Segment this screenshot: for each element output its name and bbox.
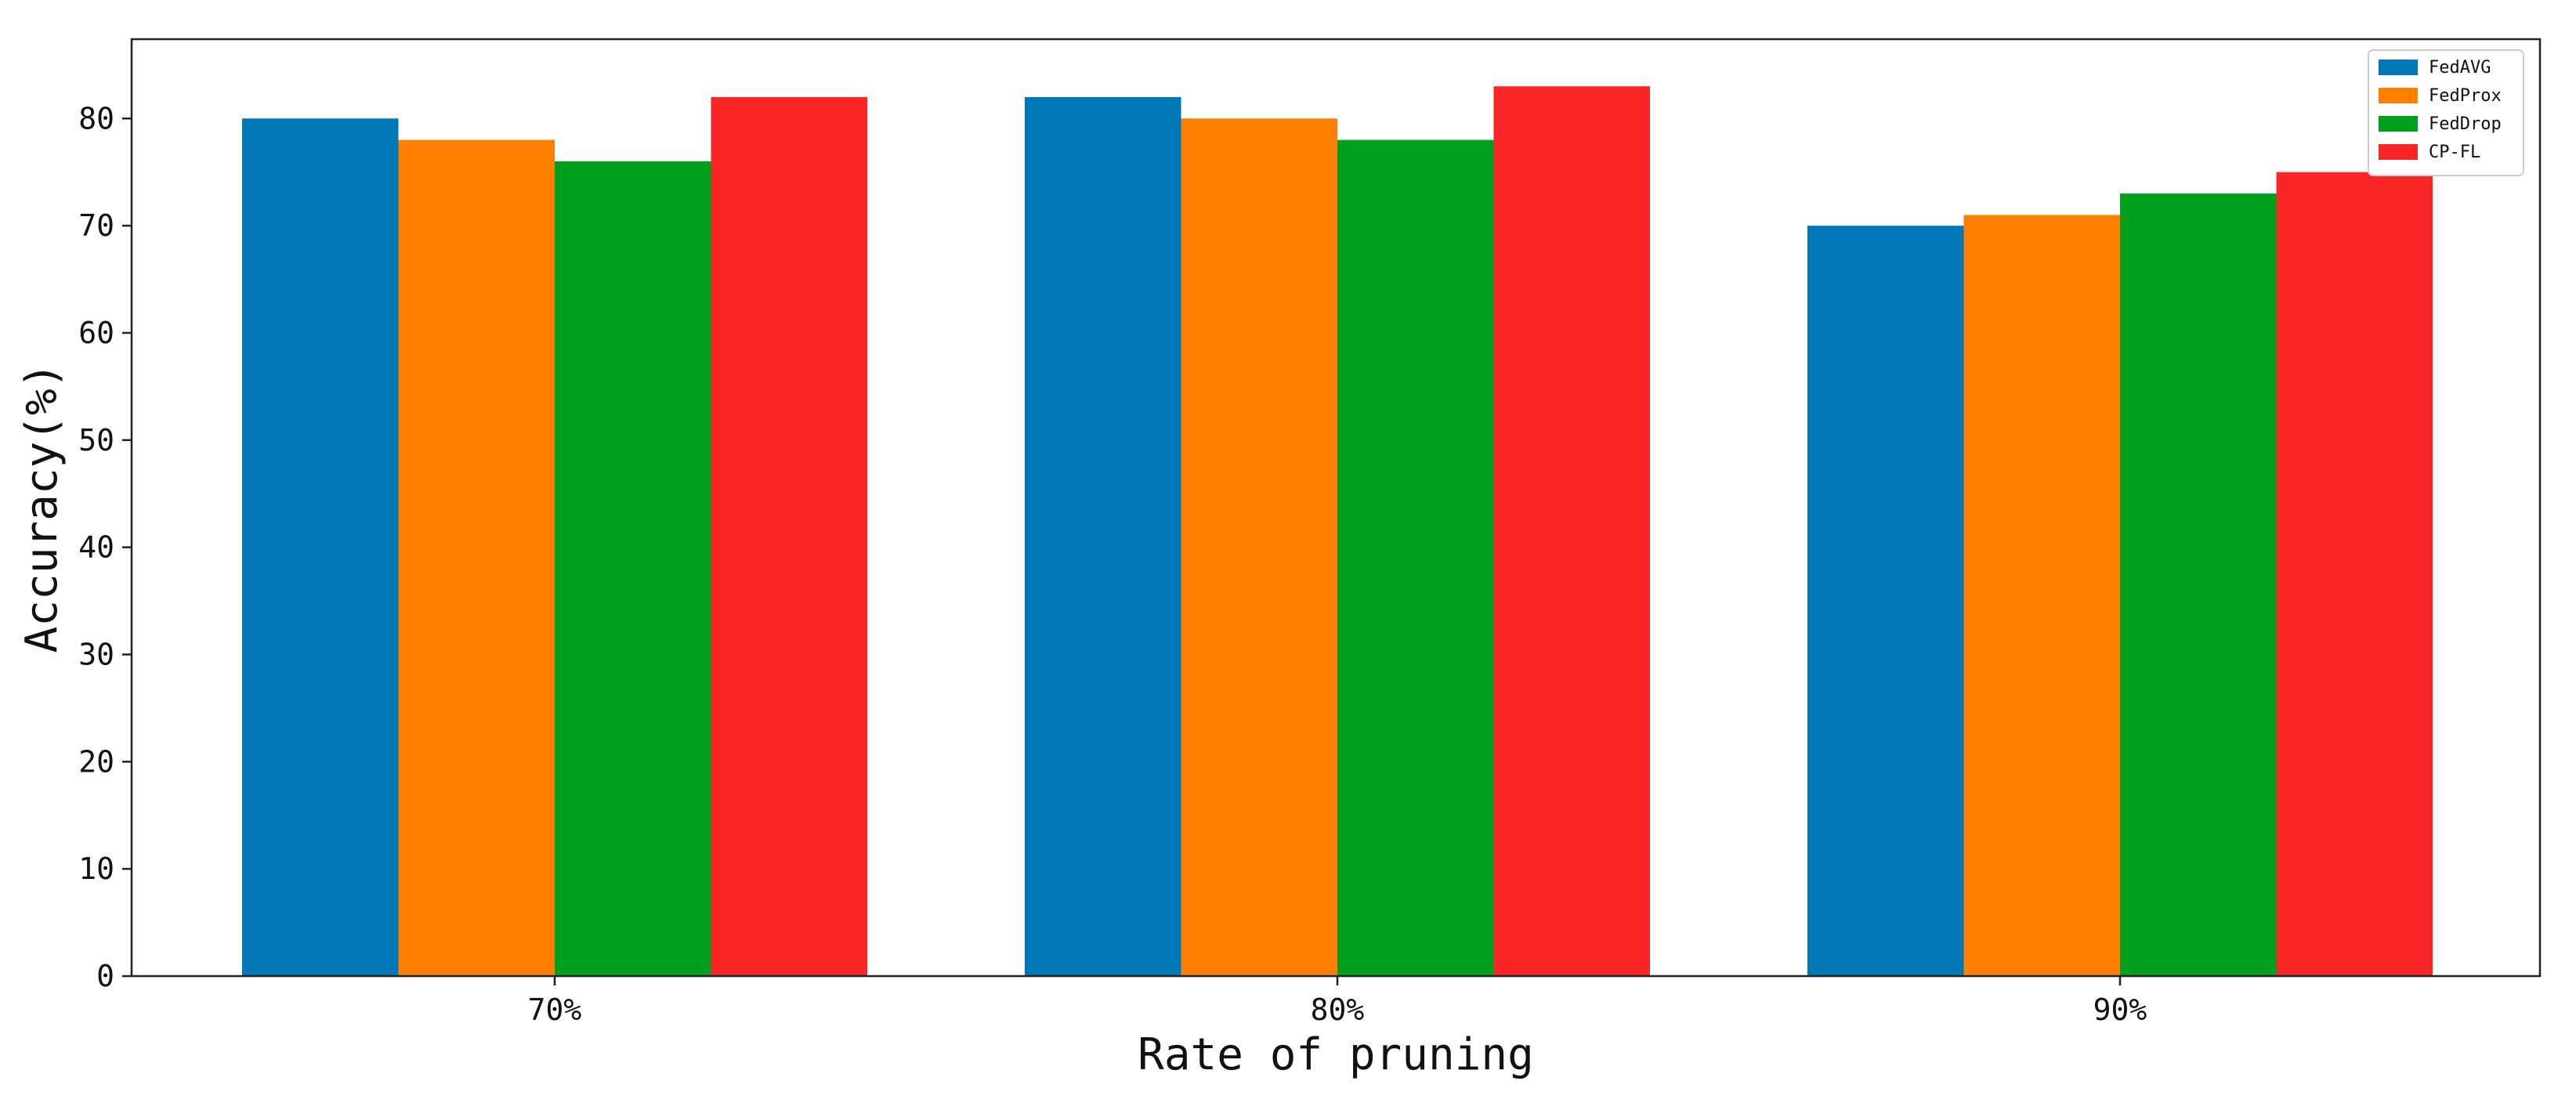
x-axis: 70% 80% 90% [528,976,2147,1027]
x-axis-title: Rate of pruning [1138,1029,1534,1080]
y-tick-label: 0 [96,959,114,993]
bar-fedavg-0 [242,118,399,976]
legend-swatch [2379,88,2418,103]
plot-frame [130,38,2542,978]
bar-feddrop-0 [555,161,711,976]
bar-fedavg-2 [1807,226,1964,976]
bar-cp-fl-2 [2276,172,2433,977]
x-tick-label: 90% [2093,993,2147,1027]
y-tick-label: 10 [78,852,114,886]
legend: FedAVG FedProx FedDrop CP-FL [2368,49,2524,176]
y-axis: 0 10 20 30 40 50 60 70 80 [78,101,132,993]
y-tick-label: 70 [78,208,114,243]
bar-cp-fl-0 [711,96,867,976]
bar-feddrop-1 [1337,139,1494,976]
x-tick-label: 70% [528,993,582,1027]
legend-swatch [2379,60,2418,75]
x-tick-label: 80% [1311,993,1365,1027]
y-tick-label: 50 [78,423,114,457]
bar-fedprox-0 [398,139,555,976]
bar-feddrop-2 [2120,193,2277,977]
y-tick-label: 60 [78,316,114,350]
legend-label: FedProx [2429,86,2502,106]
y-tick-label: 80 [78,101,114,136]
bar-fedprox-2 [1963,215,2120,976]
bar-fedprox-1 [1181,118,1337,976]
bar-fedavg-1 [1025,96,1181,976]
bar-cp-fl-1 [1493,86,1650,977]
y-tick-label: 40 [78,530,114,565]
y-tick-label: 20 [78,744,114,779]
legend-label: FedAVG [2429,58,2491,78]
legend-label: CP-FL [2429,143,2480,162]
y-axis-title: Accuracy(%) [16,363,67,653]
y-tick-label: 30 [78,637,114,671]
legend-label: FedDrop [2429,114,2502,134]
legend-swatch [2379,144,2418,160]
legend-swatch [2379,116,2418,132]
bars-layer [242,86,2433,977]
